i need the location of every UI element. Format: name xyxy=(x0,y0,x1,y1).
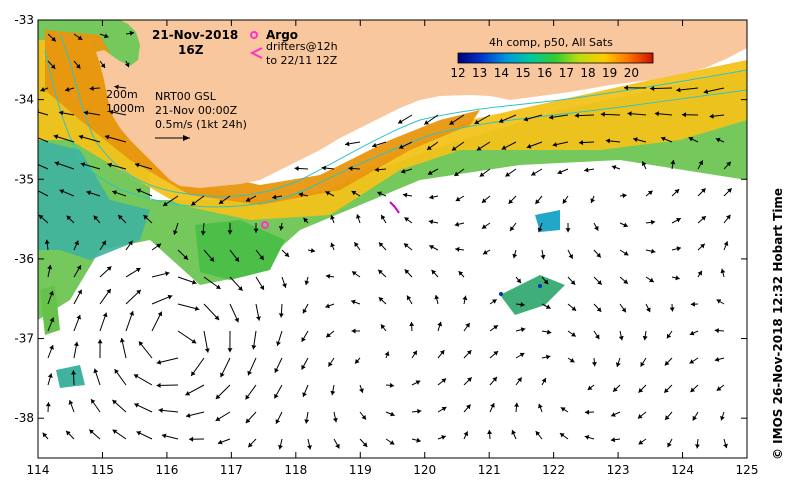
credit-text: © IMOS 26-Nov-2018 12:32 Hobart Time xyxy=(771,188,785,460)
colorbar-tick-label: 17 xyxy=(559,66,574,80)
velocity-arrow-head xyxy=(29,133,34,138)
lon-tick-label: 123 xyxy=(607,463,630,477)
colorbar-tick-label: 12 xyxy=(450,66,465,80)
lon-tick-label: 116 xyxy=(155,463,178,477)
lon-tick-label: 120 xyxy=(413,463,436,477)
colorbar-scale xyxy=(458,53,653,63)
colorbar-tick-label: 14 xyxy=(494,66,509,80)
colorbar-tick-label: 19 xyxy=(602,66,617,80)
lon-tick-label: 122 xyxy=(542,463,565,477)
lat-tick-label: -36 xyxy=(14,252,34,266)
lat-tick-label: -38 xyxy=(14,411,34,425)
drifter-legend-sub: to 22/11 12Z xyxy=(266,54,338,67)
velocity-arrow-head xyxy=(33,188,38,193)
lon-tick-label: 118 xyxy=(284,463,307,477)
current-product-time: 21-Nov 00:00Z xyxy=(155,104,238,117)
colorbar-tick-label: 20 xyxy=(624,66,639,80)
lon-tick-label: 121 xyxy=(478,463,501,477)
velocity-arrow-head xyxy=(29,160,34,165)
current-scale-label: 0.5m/s (1kt 24h) xyxy=(155,118,247,131)
lat-tick-label: -35 xyxy=(14,172,34,186)
lon-tick-label: 125 xyxy=(736,463,759,477)
lon-tick-label: 119 xyxy=(349,463,372,477)
lon-tick-label: 117 xyxy=(220,463,243,477)
lon-tick-label: 115 xyxy=(91,463,114,477)
colorbar-tick-label: 13 xyxy=(472,66,487,80)
drifter-legend-label: drifters@12h xyxy=(266,40,338,53)
lon-tick-label: 124 xyxy=(671,463,694,477)
map-date: 21-Nov-2018 xyxy=(152,28,238,42)
lon-tick-label: 114 xyxy=(27,463,50,477)
current-product-name: NRT00 GSL xyxy=(155,90,217,103)
lat-tick-label: -37 xyxy=(14,332,34,346)
map-hour: 16Z xyxy=(178,43,204,57)
colorbar-tick-label: 15 xyxy=(515,66,530,80)
contour-label-200m: 200m xyxy=(106,88,138,101)
lat-tick-label: -34 xyxy=(14,93,34,107)
lat-tick-label: -33 xyxy=(14,13,34,27)
colorbar-ticks: 12 13 14 15 16 17 18 19 20 xyxy=(450,66,639,80)
colorbar-tick-label: 16 xyxy=(537,66,552,80)
colorbar-tick-label: 18 xyxy=(580,66,595,80)
colorbar-title: 4h comp, p50, All Sats xyxy=(489,36,613,49)
contour-label-1000m: 1000m xyxy=(106,102,145,115)
